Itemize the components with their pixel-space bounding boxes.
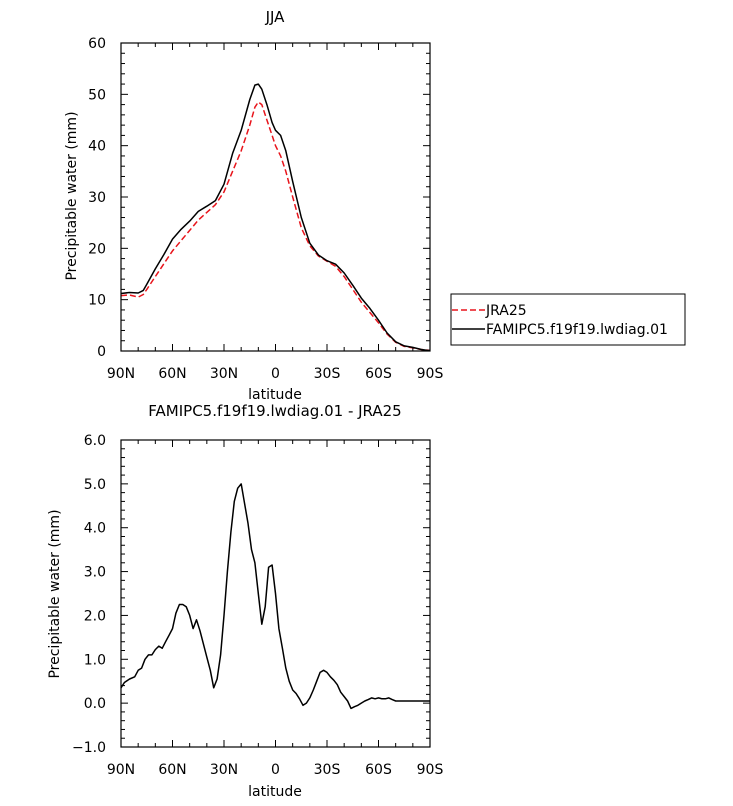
bottom-plot-area: 90N 60N 30N 0 30S 60S 90S −1.0 0.0 1.0 2.0 3.0 4.0 5.… [72, 433, 443, 778]
bottom-x-tick-label: 30S [314, 762, 341, 778]
bottom-y-tick-label: 0.0 [84, 696, 106, 712]
legend-box [450, 293, 686, 346]
top-y-tick-label: 50 [88, 87, 106, 103]
bottom-y-tick-label: 2.0 [84, 608, 106, 624]
bottom-chart-title: FAMIPC5.f19f19.lwdiag.01 - JRA25 [148, 402, 401, 420]
top-series-line-1 [120, 101, 431, 352]
bottom-x-tick-label: 0 [271, 762, 280, 778]
top-plot-frame [120, 42, 431, 352]
top-y-axis-label: Precipitable water (mm) [64, 111, 80, 280]
top-x-tick-label: 60N [158, 366, 186, 382]
bottom-x-tick-label: 90S [417, 762, 444, 778]
top-chart-title: JJA [265, 8, 286, 26]
legend-label-famipc5: FAMIPC5.f19f19.lwdiag.01 [486, 322, 668, 338]
top-x-tick-label: 30S [314, 366, 341, 382]
top-y-tick-label: 30 [88, 190, 106, 206]
top-x-tick-label: 90S [417, 366, 444, 382]
bottom-x-tick-label: 60N [158, 762, 186, 778]
bottom-y-axis-label: Precipitable water (mm) [47, 509, 63, 678]
top-plot-area: 90N 60N 30N 0 30S 60S 90S 0 10 20 30 40 50 60 [88, 36, 443, 382]
top-y-tick-label: 60 [88, 36, 106, 52]
top-y-tick-label: 40 [88, 139, 106, 155]
bottom-y-tick-label: 5.0 [84, 477, 106, 493]
bottom-x-tick-label: 60S [365, 762, 392, 778]
top-x-axis-label: latitude [248, 387, 302, 403]
top-y-tick-label: 20 [88, 241, 106, 257]
bottom-y-tick-label: 3.0 [84, 565, 106, 581]
top-panel: JJA 90N 60N 30N 0 30S 60S 90S 0 10 20 30 40 50 60 lat… [64, 8, 686, 403]
top-x-tick-label: 90N [107, 366, 135, 382]
bottom-x-tick-label: 90N [107, 762, 135, 778]
top-y-tick-label: 10 [88, 293, 106, 309]
legend-label-jra25: JRA25 [485, 303, 527, 319]
bottom-x-axis-label: latitude [248, 784, 302, 800]
top-y-tick-label: 0 [97, 344, 106, 360]
bottom-y-tick-label: 4.0 [84, 521, 106, 537]
top-series-line-2 [120, 83, 431, 352]
top-x-tick-label: 60S [365, 366, 392, 382]
bottom-panel: FAMIPC5.f19f19.lwdiag.01 - JRA25 90N 60N 3… [47, 402, 443, 800]
legend: JRA25 FAMIPC5.f19f19.lwdiag.01 [450, 293, 686, 346]
bottom-y-tick-label: 6.0 [84, 433, 106, 449]
bottom-y-tick-label: 1.0 [84, 652, 106, 668]
top-x-tick-label: 0 [271, 366, 280, 382]
top-x-tick-label: 30N [210, 366, 238, 382]
bottom-series-line-1 [120, 483, 430, 710]
bottom-x-tick-label: 30N [210, 762, 238, 778]
bottom-y-tick-label: −1.0 [72, 740, 106, 756]
